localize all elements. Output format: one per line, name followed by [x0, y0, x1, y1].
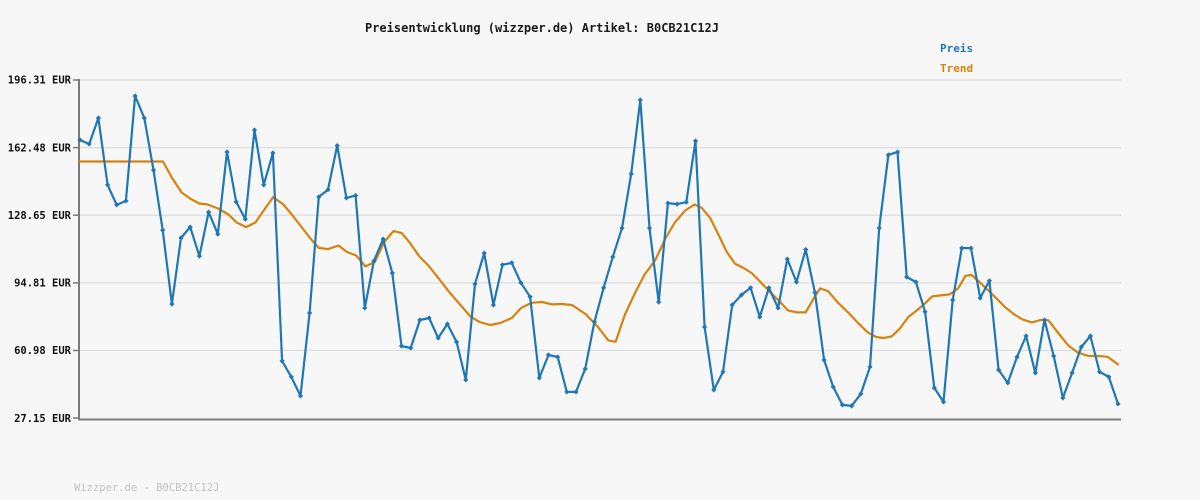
- legend-item-preis: Preis: [940, 42, 974, 55]
- y-tick-label: 60.98 EUR: [14, 345, 72, 357]
- legend-item-trend: Trend: [940, 62, 974, 75]
- chart-title: Preisentwicklung (wizzper.de) Artikel: B…: [364, 21, 719, 35]
- chart-legend: Preis Trend: [940, 39, 973, 79]
- watermark: Wizzper.de - B0CB21C12J: [74, 482, 220, 494]
- price-markers: [77, 93, 1121, 409]
- y-tick-label: 94.81 EUR: [14, 278, 72, 290]
- y-tick-label: 27.15 EUR: [14, 413, 72, 425]
- y-tick-label: 128.65 EUR: [8, 210, 72, 222]
- axes: [78, 79, 1121, 421]
- gridlines: [79, 79, 1121, 352]
- trend-line: [78, 160, 1120, 366]
- y-tick-label: 162.48 EUR: [8, 142, 72, 154]
- y-axis-labels: 196.31 EUR 162.48 EUR 128.65 EUR 94.81 E…: [8, 75, 72, 425]
- y-axis-ticks: [73, 79, 79, 419]
- y-tick-label: 196.31 EUR: [8, 75, 72, 87]
- price-line: [78, 94, 1120, 407]
